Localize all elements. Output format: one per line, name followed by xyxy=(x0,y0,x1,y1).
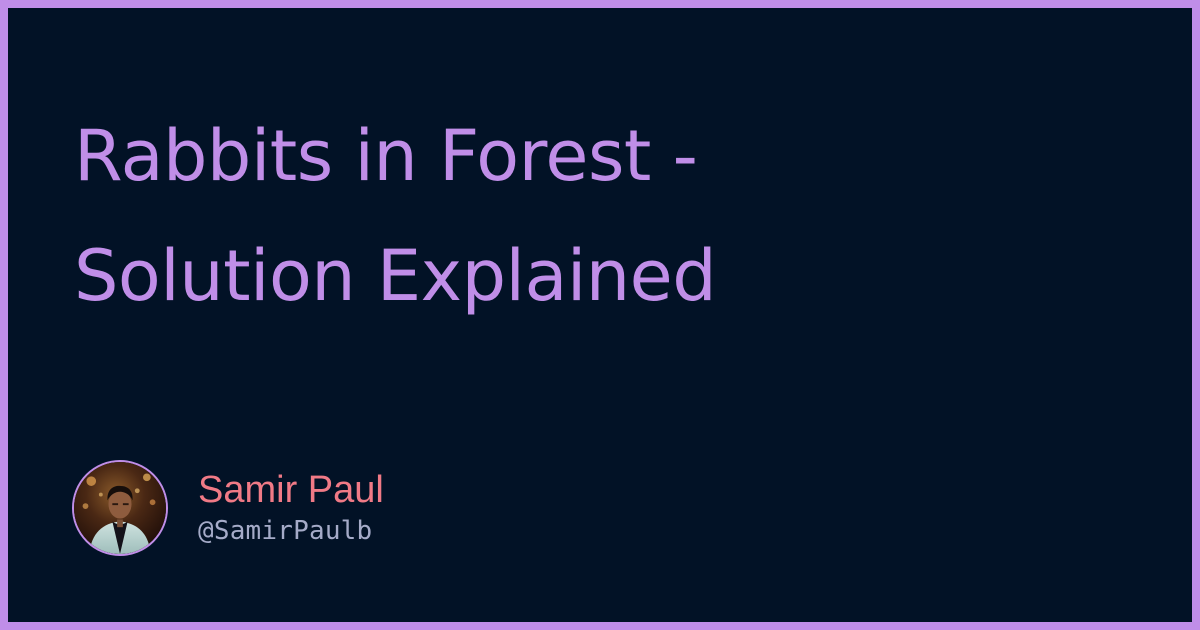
avatar xyxy=(72,460,168,556)
page-title: Rabbits in Forest - Solution Explained xyxy=(74,115,717,317)
author-name: Samir Paul xyxy=(198,469,384,511)
author-block: Samir Paul @SamirPaulb xyxy=(72,458,384,558)
author-handle: @SamirPaulb xyxy=(198,516,373,546)
author-info: Samir Paul @SamirPaulb xyxy=(198,468,384,548)
